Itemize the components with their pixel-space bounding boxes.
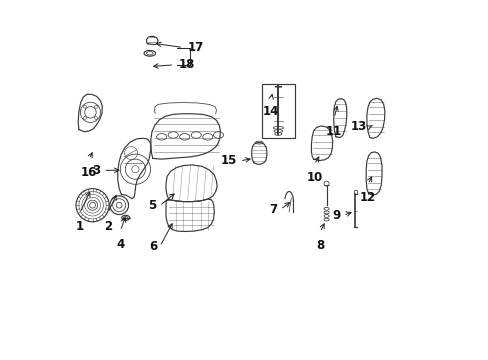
Text: 13: 13: [350, 120, 366, 133]
Text: 6: 6: [148, 240, 157, 253]
Text: 14: 14: [263, 105, 279, 118]
Text: 11: 11: [325, 125, 342, 138]
Circle shape: [89, 202, 95, 208]
Text: 4: 4: [116, 238, 124, 251]
Text: 3: 3: [92, 164, 101, 177]
Text: 15: 15: [220, 154, 237, 167]
Text: 17: 17: [187, 41, 203, 54]
Bar: [353, 190, 356, 194]
Text: 10: 10: [305, 171, 322, 184]
Text: 16: 16: [81, 166, 97, 179]
Text: 18: 18: [178, 58, 195, 71]
Text: 8: 8: [315, 239, 324, 252]
Text: 7: 7: [269, 203, 277, 216]
Text: 9: 9: [331, 209, 340, 222]
Bar: [261, 84, 294, 138]
Text: 5: 5: [148, 199, 156, 212]
Text: 12: 12: [359, 191, 375, 204]
Text: 1: 1: [76, 220, 83, 233]
Text: 2: 2: [103, 220, 112, 233]
